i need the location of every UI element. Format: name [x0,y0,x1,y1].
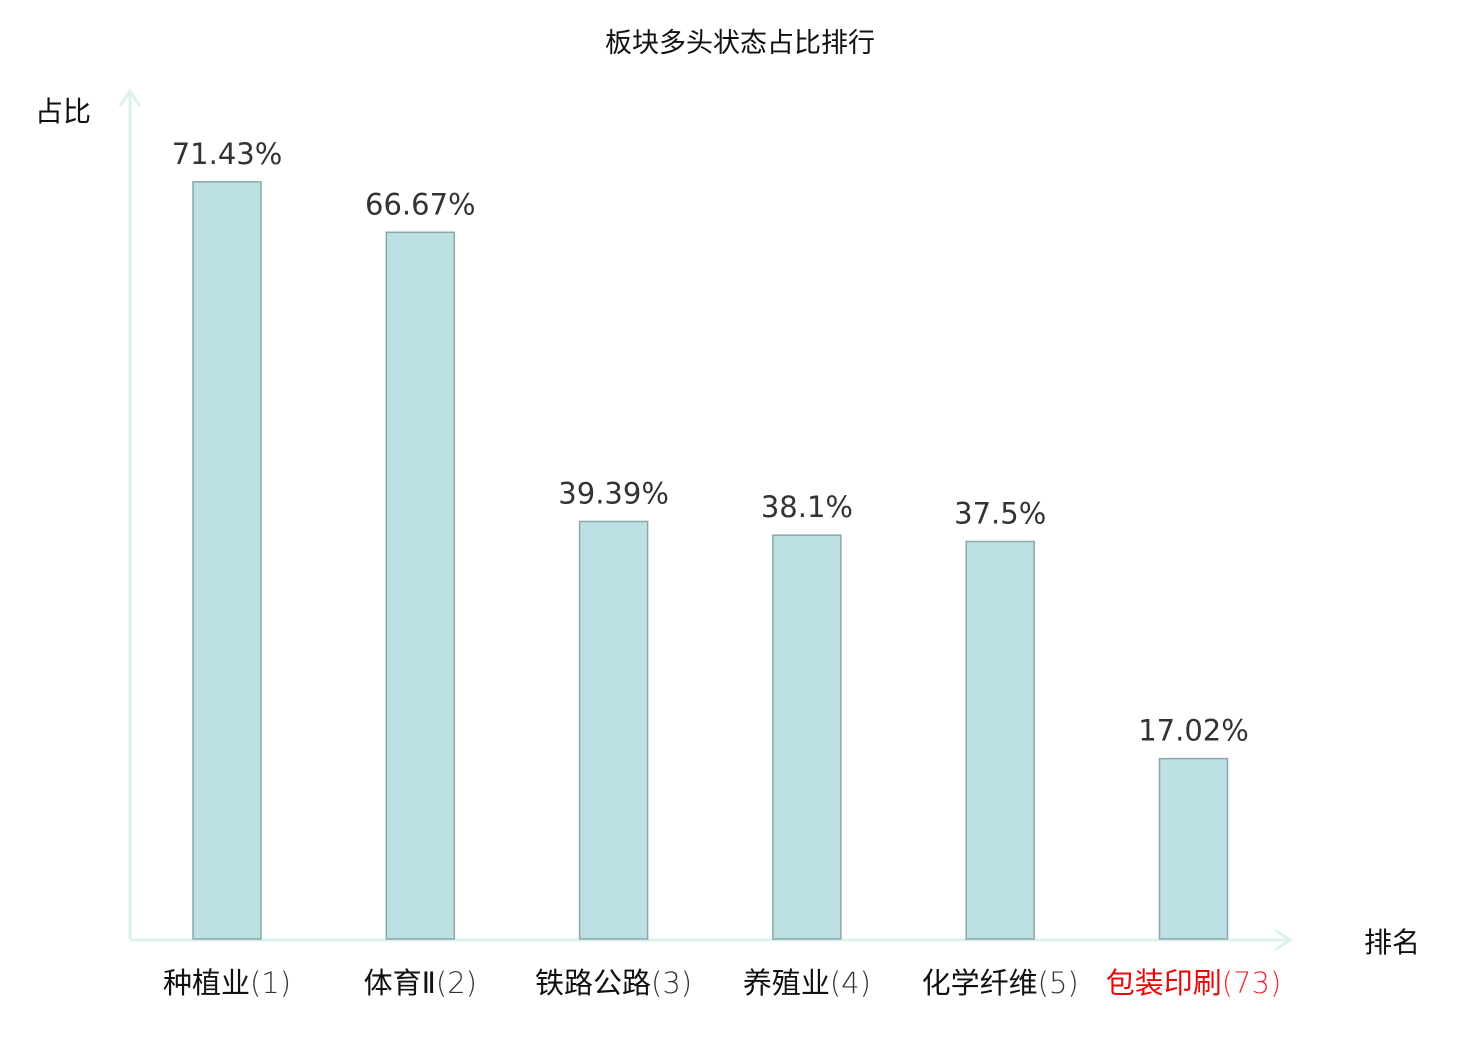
category-tick-label: 养殖业(4) [743,966,871,1000]
category-tick-label: 体育Ⅱ(2) [364,966,477,1000]
bar [1158,757,1229,940]
chart-title: 板块多头状态占比排行 [605,28,875,59]
category-rank: (4) [830,966,871,1000]
bar [772,534,842,940]
x-axis-arrow-icon [1274,928,1293,952]
category-name: 包装印刷 [1106,966,1222,1000]
category-name: 种植业 [163,966,250,1000]
bar [578,520,649,940]
category-name: 体育Ⅱ [364,966,436,1000]
value-label: 17.02% [1138,714,1249,748]
bar [192,181,262,940]
category-name: 养殖业 [743,966,830,1000]
category-rank: (3) [651,966,692,1000]
bar [385,231,456,940]
bar [965,540,1035,940]
y-axis-label: 占比 [35,95,91,128]
category-tick-label: 种植业(1) [163,966,291,1000]
y-axis-arrow-icon [118,88,142,107]
category-rank: (5) [1038,966,1079,1000]
value-label: 38.1% [761,490,853,524]
category-name: 化学纤维 [922,966,1038,1000]
category-rank: (73) [1222,966,1282,1000]
value-label: 37.5% [954,497,1046,531]
category-tick-label: 包装印刷(73) [1106,966,1282,1000]
category-tick-label: 铁路公路(3) [535,966,692,1000]
value-label: 39.39% [558,476,669,510]
category-rank: (1) [250,966,291,1000]
value-label: 71.43% [172,137,283,171]
category-name: 铁路公路 [535,966,651,1000]
category-tick-label: 化学纤维(5) [922,966,1079,1000]
value-label: 66.67% [365,187,476,221]
category-rank: (2) [436,966,477,1000]
x-axis-label: 排名 [1364,926,1420,959]
